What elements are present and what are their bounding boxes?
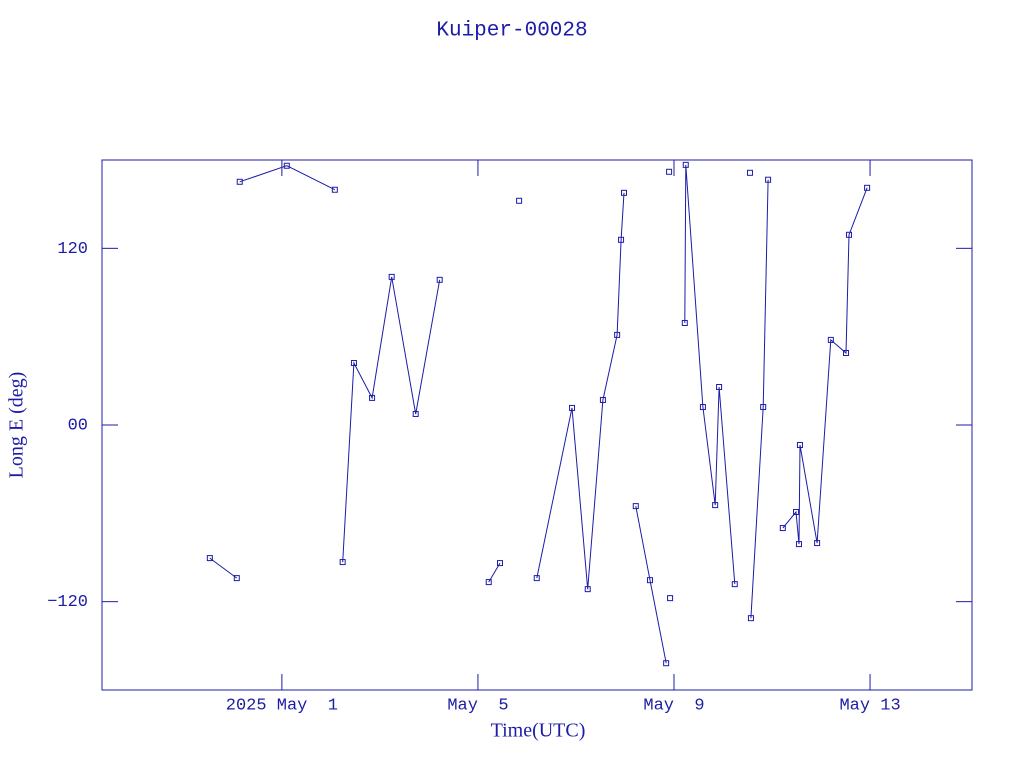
data-point: [369, 394, 376, 401]
data-point: [516, 197, 523, 204]
x-tick-label: May 9: [643, 696, 704, 715]
data-point: [339, 559, 346, 566]
data-point: [716, 384, 723, 391]
data-point: [614, 331, 621, 338]
data-point: [864, 184, 871, 191]
data-point: [233, 575, 240, 582]
data-point: [283, 162, 290, 169]
data-point: [747, 615, 754, 622]
data-point: [496, 560, 503, 567]
chart-title: Kuiper-00028: [436, 20, 587, 43]
data-point: [796, 442, 803, 449]
data-point: [843, 350, 850, 357]
data-point: [793, 509, 800, 516]
y-tick-label: −120: [47, 593, 88, 612]
data-point: [388, 273, 395, 280]
y-tick-label: 120: [57, 240, 88, 259]
data-point: [533, 575, 540, 582]
data-point: [485, 579, 492, 586]
data-point: [731, 581, 738, 588]
data-point: [699, 404, 706, 411]
data-point: [646, 577, 653, 584]
x-tick-label: 2025 May 1: [226, 696, 338, 715]
data-point: [667, 595, 674, 602]
data-point: [760, 404, 767, 411]
data-point: [779, 525, 786, 532]
data-point: [584, 586, 591, 593]
plot-frame: [101, 159, 973, 691]
data-point: [569, 404, 576, 411]
data-point: [632, 503, 639, 510]
data-point: [350, 360, 357, 367]
x-tick-label: May 13: [839, 696, 900, 715]
data-point: [682, 161, 689, 168]
x-axis-label: Time(UTC): [491, 720, 586, 742]
data-point: [666, 168, 673, 175]
data-point: [236, 178, 243, 185]
data-point: [681, 319, 688, 326]
data-point: [331, 186, 338, 193]
data-point: [599, 396, 606, 403]
data-point: [618, 236, 625, 243]
data-point: [621, 189, 627, 196]
data-line: [209, 164, 868, 664]
x-tick-label: May 5: [447, 696, 508, 715]
data-point: [827, 336, 834, 343]
data-point: [436, 276, 443, 283]
y-tick-label: 00: [68, 416, 88, 435]
y-axis-label: Long E (deg): [6, 372, 28, 479]
data-point: [206, 555, 213, 562]
data-point: [412, 410, 419, 417]
data-point: [845, 231, 852, 238]
data-point: [765, 176, 772, 183]
data-point: [663, 660, 670, 667]
data-point: [712, 502, 719, 509]
data-point: [795, 541, 802, 548]
data-point: [814, 540, 821, 547]
data-point: [746, 169, 753, 176]
